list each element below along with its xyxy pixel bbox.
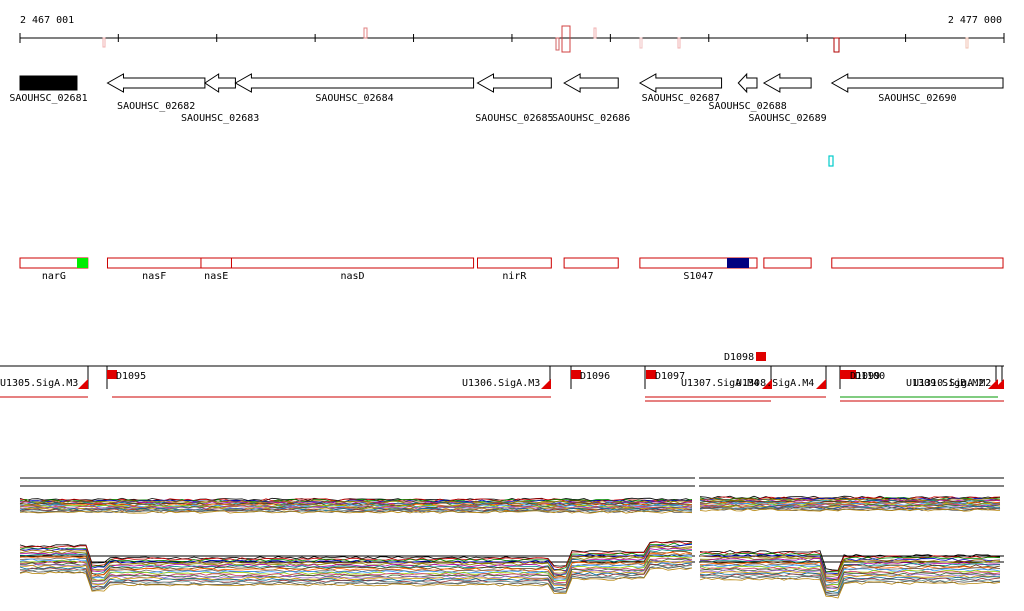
- gene-arrow[interactable]: [19, 75, 78, 91]
- expression-profiles: [19, 540, 1001, 599]
- operon-label: U1308.SigA.M4: [736, 378, 814, 389]
- peak-mark: [363, 27, 368, 39]
- operon-label: D1095: [116, 371, 146, 382]
- expression-track-bottom: [19, 540, 1004, 599]
- gene-id-label: SAOUHSC_02690: [878, 93, 956, 104]
- gene-arrow[interactable]: [204, 73, 236, 93]
- gene-arrow[interactable]: [638, 73, 723, 93]
- gene-arrow[interactable]: [762, 73, 812, 93]
- ruler-track: 2 467 001 2 477 000: [19, 15, 1005, 53]
- operon-label: U1306.SigA.M3: [462, 378, 540, 389]
- gene-arrow[interactable]: [563, 73, 619, 93]
- gene-name-box[interactable]: [639, 257, 758, 269]
- expression-line: [19, 567, 1001, 599]
- gene-name-label: narG: [42, 271, 66, 282]
- ruler-start-label: 2 467 001: [20, 15, 74, 26]
- promoter-flag: [994, 379, 1004, 389]
- expression-line: [19, 540, 1001, 571]
- feature-highlight: [727, 258, 749, 268]
- peak-mark: [639, 37, 643, 49]
- operon-label: D1097: [655, 371, 685, 382]
- cyan-marker: [828, 155, 834, 167]
- expression-line: [19, 546, 1001, 577]
- gene-name-label: S1047: [683, 271, 713, 282]
- gene-arrow[interactable]: [737, 72, 758, 94]
- operon-start-box: [107, 370, 117, 379]
- peak-mark: [561, 25, 571, 53]
- promoter-flag: [816, 379, 826, 389]
- peak-mark: [102, 37, 106, 48]
- expression-track-top: [19, 477, 1004, 514]
- peak-mark: [965, 37, 969, 49]
- expression-line: [19, 550, 1001, 581]
- gene-id-label: SAOUHSC_02687: [642, 93, 720, 104]
- gene-name-label: nasF: [142, 271, 166, 282]
- gene-name-box[interactable]: [763, 257, 812, 269]
- gene-id-label: SAOUHSC_02681: [9, 93, 87, 104]
- gene-name-box[interactable]: [230, 257, 475, 269]
- gene-arrow[interactable]: [830, 73, 1004, 93]
- promoter-flag: [762, 379, 772, 389]
- operon-start-box: [846, 370, 856, 379]
- peak-mark: [555, 37, 560, 51]
- promoter-flag: [541, 379, 551, 389]
- gene-id-label: SAOUHSC_02683: [181, 113, 259, 124]
- promoter-flag: [988, 379, 998, 389]
- operon-label: D1098: [724, 352, 754, 363]
- ruler-end-label: 2 477 000: [948, 15, 1002, 26]
- peak-mark: [833, 37, 840, 53]
- expression-line: [19, 544, 1001, 575]
- operon-start-box: [756, 352, 766, 361]
- gene-id-label: SAOUHSC_02689: [748, 113, 826, 124]
- operon-label: D1096: [580, 371, 610, 382]
- expression-line: [19, 559, 1001, 590]
- expression-line: [19, 554, 1001, 585]
- operon-label: D1099: [850, 371, 880, 382]
- gene-name-label: nasD: [340, 271, 364, 282]
- expression-line: [19, 541, 1001, 573]
- expression-line: [19, 555, 1001, 587]
- operon-start-box: [571, 370, 581, 379]
- gene-arrow[interactable]: [476, 73, 552, 93]
- expression-line: [19, 552, 1001, 582]
- operon-label: U1307.SigA.M4: [681, 378, 759, 389]
- feature-highlight: [77, 258, 88, 268]
- gene-name-label: nirR: [502, 271, 527, 282]
- gene-name-track: narG nasF nasE nasD nirR S1047: [19, 257, 1004, 282]
- operon-label: U1305.SigA.M3: [0, 378, 78, 389]
- expression-peak-marks: [102, 25, 969, 53]
- track-gap: [695, 476, 699, 611]
- gene-name-box[interactable]: [200, 257, 232, 269]
- gene-name-box[interactable]: [563, 257, 619, 269]
- expression-line: [19, 507, 1001, 514]
- gene-name-label: nasE: [204, 271, 228, 282]
- operon-label: U1310.SigA.M2: [913, 378, 991, 389]
- gene-arrow[interactable]: [234, 73, 475, 93]
- operon-label: D1100: [855, 371, 885, 382]
- gene-id-label: SAOUHSC_02685: [475, 113, 553, 124]
- gene-arrow[interactable]: [106, 73, 206, 93]
- ruler-ticks: [19, 33, 1005, 43]
- gene-id-label: SAOUHSC_02686: [552, 113, 630, 124]
- expression-line: [19, 557, 1001, 589]
- peak-mark: [593, 27, 597, 39]
- expression-line: [19, 508, 1001, 514]
- operon-label: U1309.SigB.M2: [906, 378, 984, 389]
- gene-id-label: SAOUHSC_02682: [117, 101, 195, 112]
- gene-name-box[interactable]: [477, 257, 552, 269]
- expression-line: [19, 562, 1001, 593]
- operon-start-box: [840, 370, 850, 379]
- gene-name-box[interactable]: [106, 257, 202, 269]
- expression-profiles: [19, 495, 1001, 514]
- peak-mark: [677, 37, 681, 49]
- gene-id-label: SAOUHSC_02684: [315, 93, 393, 104]
- gene-name-box[interactable]: [831, 257, 1004, 269]
- gene-id-label: SAOUHSC_02688: [709, 101, 787, 112]
- promoter-flag: [78, 379, 88, 389]
- operon-track: U1305.SigA.M3 D1095 U1306.SigA.M3 D1096 …: [0, 352, 1004, 402]
- expression-line: [19, 561, 1001, 593]
- operon-start-box: [646, 370, 656, 379]
